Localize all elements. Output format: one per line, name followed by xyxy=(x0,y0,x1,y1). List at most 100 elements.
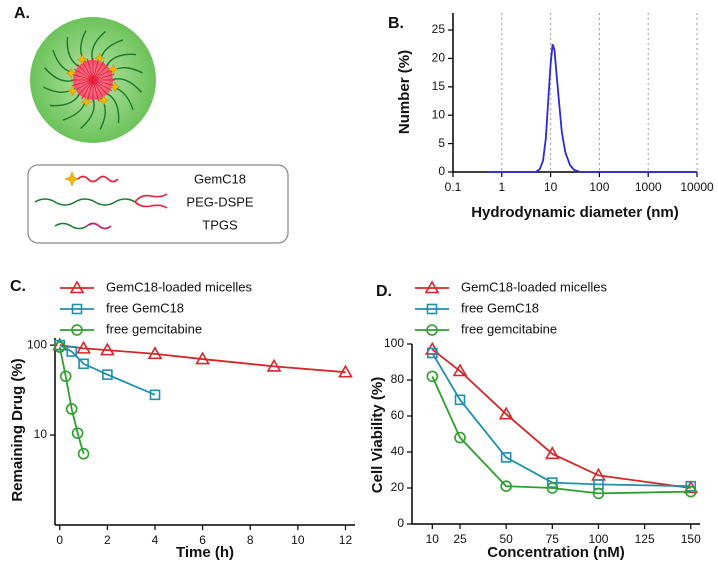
panel-label: A. xyxy=(14,5,30,22)
data-point xyxy=(65,403,78,415)
core-chain xyxy=(92,68,113,81)
core-chain xyxy=(77,64,94,81)
tpgs-peg xyxy=(54,222,88,230)
data-point xyxy=(500,480,512,493)
x-tick-label: 125 xyxy=(635,532,655,546)
y-tick-label: 10 xyxy=(34,427,48,441)
panel-label: C. xyxy=(10,278,26,295)
x-tick-label: 150 xyxy=(681,532,701,546)
y-tick-label: 5 xyxy=(438,136,445,150)
y-tick-label: 100 xyxy=(27,337,47,351)
drug-star xyxy=(107,63,119,75)
data-point xyxy=(592,487,605,500)
data-point xyxy=(195,351,210,365)
peg-chain xyxy=(44,67,76,82)
core-chain xyxy=(92,64,109,81)
peg-dspe-peg xyxy=(34,198,136,206)
drug-star xyxy=(76,54,88,66)
data-point xyxy=(452,363,468,377)
panel-label: D. xyxy=(376,283,392,300)
y-tick-label: 20 xyxy=(432,51,446,65)
y-tick-label: 15 xyxy=(432,79,446,93)
data-point xyxy=(149,389,161,401)
core-chain xyxy=(81,60,94,81)
core-chain xyxy=(92,79,109,96)
core-chain xyxy=(73,79,94,92)
x-tick-label: 0 xyxy=(56,533,63,547)
core-chain xyxy=(73,68,94,81)
legend-label: PEG-DSPE xyxy=(186,194,254,209)
drug-star xyxy=(65,67,77,79)
series-line xyxy=(487,43,697,173)
core-chain xyxy=(77,79,94,96)
data-point xyxy=(427,347,438,359)
peg-chain xyxy=(105,92,120,124)
gemc18-tail xyxy=(77,175,119,183)
data-point xyxy=(76,340,91,354)
drug-star xyxy=(80,96,92,108)
y-tick-label: 25 xyxy=(432,22,446,36)
peg-chain xyxy=(80,30,87,64)
series-line xyxy=(431,352,691,488)
y-tick-label: 40 xyxy=(391,444,405,458)
series-line xyxy=(431,348,691,489)
y-tick-label: 60 xyxy=(391,408,405,422)
legend-marker xyxy=(426,303,438,315)
y-tick-label: 0 xyxy=(397,516,404,530)
data-point xyxy=(66,346,77,357)
data-point xyxy=(498,406,514,420)
peg-chain xyxy=(110,78,142,93)
legend-marker xyxy=(69,280,85,294)
x-tick-label: 50 xyxy=(499,532,513,546)
series-line xyxy=(58,346,85,454)
core-chain xyxy=(92,79,113,92)
x-tick-label: 25 xyxy=(453,532,467,546)
y-axis-label: Remaining Drug (%) xyxy=(9,358,26,501)
data-point xyxy=(426,370,439,383)
x-axis-label: Hydrodynamic diameter (nm) xyxy=(471,204,679,221)
x-tick-label: 6 xyxy=(199,533,206,547)
x-tick-label: 75 xyxy=(546,532,560,546)
drug-star xyxy=(94,52,106,64)
peg-chain xyxy=(49,92,81,107)
data-point xyxy=(685,480,697,492)
panel-label: B. xyxy=(388,15,404,32)
x-tick-label: 12 xyxy=(339,533,353,547)
core-chain xyxy=(71,79,94,87)
data-point xyxy=(338,364,353,378)
data-point xyxy=(500,452,512,463)
y-tick-label: 10 xyxy=(432,107,446,121)
legend-marker xyxy=(71,324,83,336)
drug-star xyxy=(67,85,79,97)
core-chain xyxy=(81,79,94,100)
x-tick-label: 0.1 xyxy=(445,180,462,194)
legend-label: free GemC18 xyxy=(106,300,184,315)
legend-label: free gemcitabine xyxy=(106,321,202,336)
data-point xyxy=(684,485,697,498)
x-tick-label: 4 xyxy=(152,533,159,547)
y-tick-label: 0 xyxy=(438,164,445,178)
x-tick-label: 8 xyxy=(247,533,254,547)
y-axis-label: Cell Viability (%) xyxy=(369,377,386,493)
core-chain xyxy=(86,79,94,102)
data-point xyxy=(59,370,72,383)
peg-chain xyxy=(99,96,106,130)
data-point xyxy=(147,346,163,360)
legend-marker xyxy=(424,280,440,294)
legend-marker xyxy=(71,303,83,315)
drug-star xyxy=(98,94,110,106)
peg-chain xyxy=(105,53,137,68)
legend-label: free gemcitabine xyxy=(461,321,557,336)
core-chain xyxy=(86,58,94,81)
x-tick-label: 10 xyxy=(291,533,305,547)
core-chain xyxy=(92,79,115,87)
y-tick-label: 20 xyxy=(391,480,405,494)
peg-chain xyxy=(66,36,81,68)
peg-chain xyxy=(91,31,106,63)
x-tick-label: 1000 xyxy=(635,180,662,194)
core-chain xyxy=(92,60,105,81)
data-point xyxy=(266,358,282,372)
series-line xyxy=(431,376,691,495)
series-line xyxy=(59,344,346,374)
data-point xyxy=(100,342,115,356)
